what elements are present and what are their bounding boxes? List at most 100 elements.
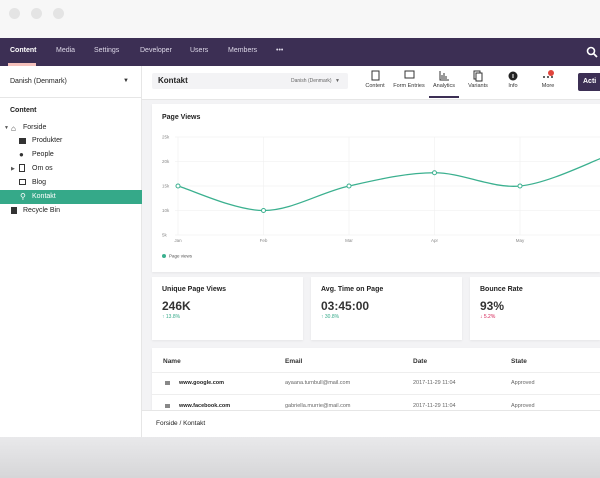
cell: 2017-11-29 11:04 xyxy=(413,403,456,409)
tree-icon xyxy=(19,164,25,172)
chart: Page Views 25k 20k 15k 10k 5k Jan Feb Mar Apr May… xyxy=(162,114,600,259)
tree-selected xyxy=(0,190,142,204)
tree-toggle[interactable]: ▼ xyxy=(4,125,9,131)
breadcrumb[interactable]: Forside / Kontakt xyxy=(156,420,206,427)
divider xyxy=(152,394,600,395)
divider xyxy=(152,372,600,373)
legend-swatch xyxy=(162,254,166,258)
y-tick-label: 5k xyxy=(162,233,168,238)
tree-icon xyxy=(11,207,17,214)
nav-item[interactable]: Users xyxy=(190,47,209,54)
y-tick-label: 25k xyxy=(162,135,170,140)
stat-change: ↑ 30.8% xyxy=(321,314,340,320)
variant-select[interactable]: Danish (Denmark) xyxy=(291,78,332,84)
window-dot xyxy=(53,8,64,19)
stat-card: Bounce Rate 93% ↓ 5.2% xyxy=(470,277,600,340)
tab[interactable]: Form Entries xyxy=(393,83,425,89)
nav-item[interactable]: Media xyxy=(56,47,76,54)
tree-icon: ● xyxy=(19,150,24,159)
cell: 2017-11-29 11:04 xyxy=(413,380,456,386)
point xyxy=(346,183,352,189)
chart-title: Page Views xyxy=(162,114,201,121)
browser-bar xyxy=(0,0,600,38)
tree-item[interactable]: People xyxy=(32,151,54,158)
sidebar: Danish (Denmark) ▼ Content ▼ ⌂ Forside P… xyxy=(0,66,142,437)
point xyxy=(517,183,523,189)
nav-active xyxy=(8,63,36,66)
tree-icon: ⚲ xyxy=(20,192,26,201)
tab[interactable]: More xyxy=(541,83,555,89)
stat-card: Avg. Time on Page 03:45:00 ↑ 30.8% xyxy=(311,277,462,340)
stat-label: Unique Page Views xyxy=(162,286,227,293)
tab[interactable]: Content xyxy=(365,83,385,89)
tree-toggle[interactable]: ▶ xyxy=(11,166,15,172)
nav-item[interactable]: Developer xyxy=(140,47,172,54)
cell: gabriella.murrie@mail.com xyxy=(285,403,351,409)
cell: Approved xyxy=(511,380,535,386)
x-tick-label: May xyxy=(516,238,525,243)
column-header: Date xyxy=(413,358,428,365)
dropdown-caret: ▼ xyxy=(335,78,340,84)
y-tick-label: 15k xyxy=(162,184,170,189)
stat-value: 246K xyxy=(162,299,191,313)
tree-item[interactable]: Recycle Bin xyxy=(23,207,60,214)
tab-active xyxy=(429,96,459,98)
point xyxy=(261,208,266,213)
name-input[interactable] xyxy=(152,73,348,89)
tree-item[interactable]: Produkter xyxy=(32,137,63,144)
language-select[interactable]: Danish (Denmark) xyxy=(10,78,67,85)
stat-change: ↓ 5.2% xyxy=(480,314,496,320)
dropdown-caret: ▼ xyxy=(123,78,129,84)
y-tick-label: 10k xyxy=(162,208,170,213)
chart-card: Page Views 25k 20k 15k 10k 5k Jan Feb Mar Apr May… xyxy=(152,104,600,272)
x-tick-label: Mar xyxy=(345,238,353,243)
stat-value: 03:45:00 xyxy=(321,299,370,313)
tree-item[interactable]: Blog xyxy=(32,179,47,186)
row-icon xyxy=(165,381,170,385)
name-text: Kontakt xyxy=(158,76,188,85)
tree-item[interactable]: Forside xyxy=(23,124,47,131)
stat-label: Bounce Rate xyxy=(480,286,523,293)
tree-item[interactable]: Kontakt xyxy=(32,193,56,200)
x-tick-label: Apr xyxy=(431,238,439,243)
cell: Approved xyxy=(511,403,535,409)
top-nav: Content Media Settings Developer Users M… xyxy=(0,38,600,66)
window-dot xyxy=(31,8,42,19)
y-tick-label: 20k xyxy=(162,159,170,164)
x-tick-label: Feb xyxy=(260,238,268,243)
column-header: Email xyxy=(285,358,303,365)
tree-icon: ⌂ xyxy=(11,124,16,133)
legend-label: Page views xyxy=(169,254,193,259)
tree-icon xyxy=(19,179,26,185)
actions-button[interactable]: Acti xyxy=(578,73,600,91)
column-header: State xyxy=(511,358,527,365)
tree-icon xyxy=(19,138,26,144)
tab[interactable]: Variants xyxy=(468,83,488,89)
nav-item[interactable]: Content xyxy=(10,47,37,54)
column-header: Name xyxy=(163,358,181,365)
stat-change: ↑ 13.8% xyxy=(162,314,181,320)
nav-item[interactable]: Settings xyxy=(94,47,120,54)
stat-value: 93% xyxy=(480,299,505,313)
tab[interactable]: Info xyxy=(508,83,518,89)
divider xyxy=(0,97,142,98)
bottom-fade xyxy=(0,437,600,478)
tree-heading: Content xyxy=(10,107,37,114)
stat-label: Avg. Time on Page xyxy=(321,286,384,293)
editor-header: Kontakt Danish (Denmark) ▼ Content Form … xyxy=(142,66,600,100)
point xyxy=(175,183,181,189)
search-icon[interactable] xyxy=(586,46,598,58)
stat-card: Unique Page Views 246K ↑ 13.8% xyxy=(152,277,303,340)
nav-item[interactable]: Members xyxy=(228,47,258,54)
line xyxy=(177,158,600,212)
tree-item[interactable]: Om os xyxy=(32,165,53,172)
cell: www.google.com xyxy=(179,380,225,386)
nav-item[interactable]: ••• xyxy=(276,47,284,54)
tab-icons xyxy=(371,70,554,82)
x-tick-label: Jan xyxy=(174,238,182,243)
tab[interactable]: Analytics xyxy=(432,83,455,89)
row-icon xyxy=(165,404,170,408)
cell: ayaana.turnbull@mail.com xyxy=(285,380,351,386)
footer: Forside / Kontakt xyxy=(142,410,600,437)
